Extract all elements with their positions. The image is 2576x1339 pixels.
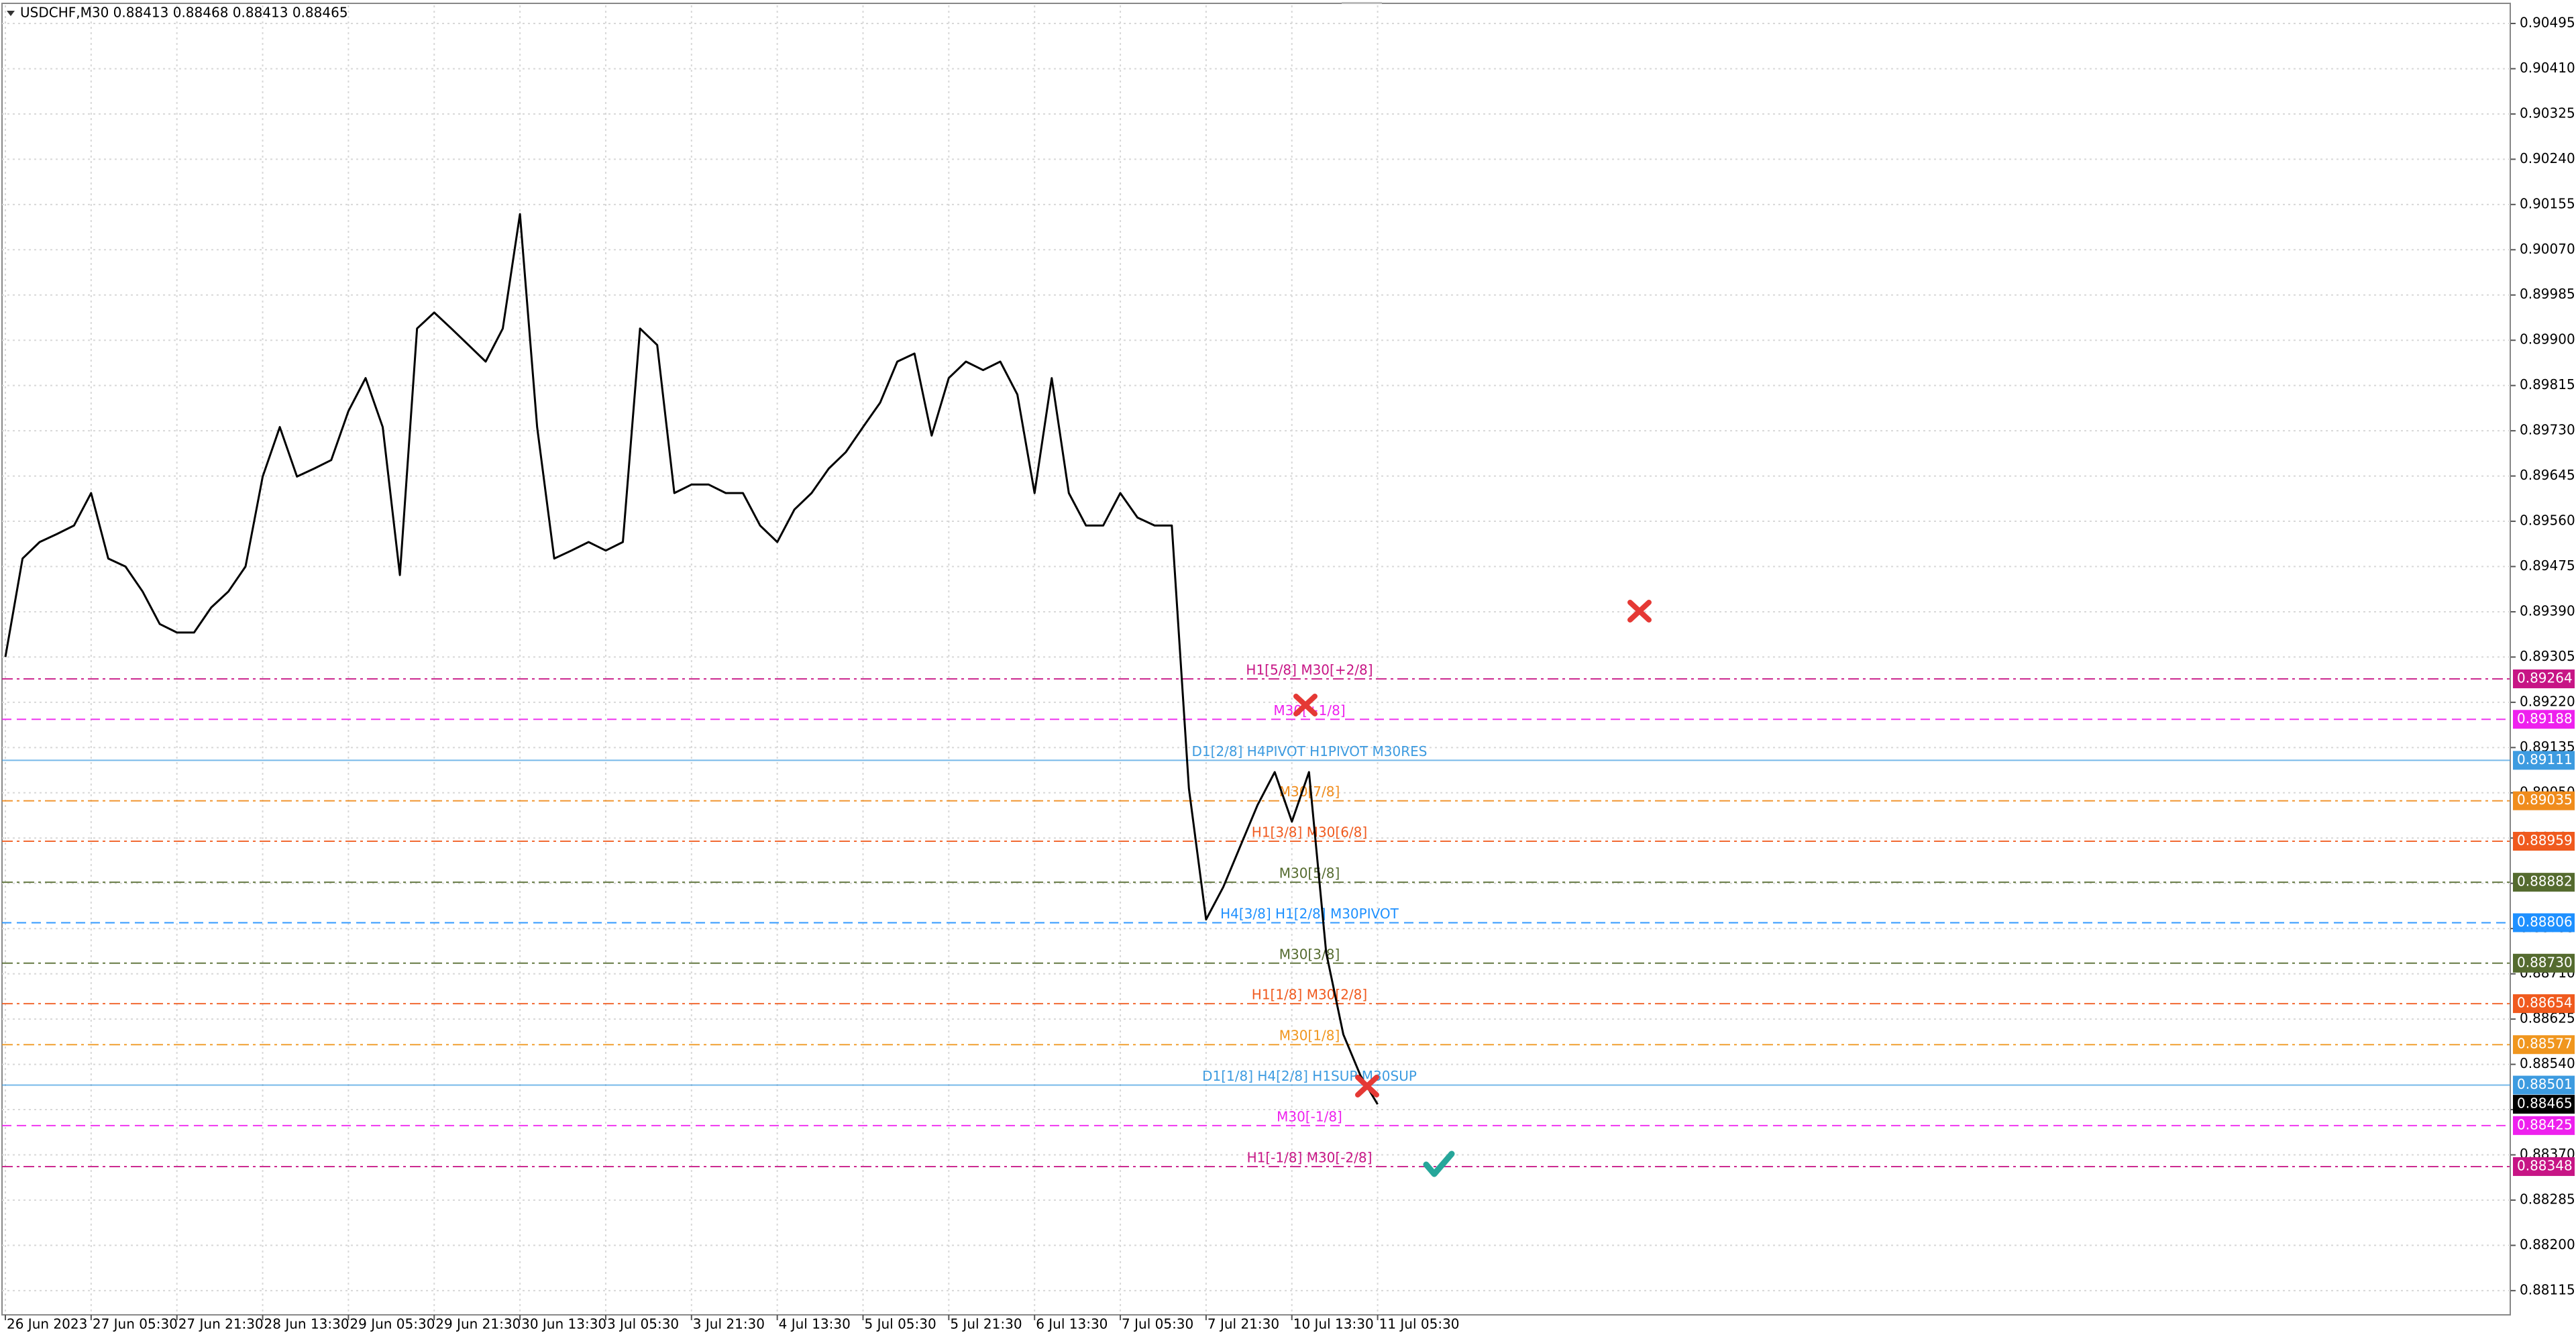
price-line bbox=[4, 213, 1379, 1105]
level-tag-label: 0.88959 bbox=[2517, 833, 2573, 849]
x-tick-label: 4 Jul 13:30 bbox=[779, 1316, 851, 1332]
level-tag-label: 0.88348 bbox=[2517, 1157, 2573, 1173]
y-tick-label: 0.88200 bbox=[2520, 1236, 2575, 1252]
level-label: M30[1/8] bbox=[1279, 1028, 1340, 1044]
level-tag bbox=[2513, 994, 2575, 1014]
level-tag-label: 0.89188 bbox=[2517, 710, 2573, 727]
y-tick-label: 0.89985 bbox=[2520, 286, 2575, 302]
sell-marker bbox=[1293, 600, 1652, 1097]
x-tick-label: 3 Jul 05:30 bbox=[607, 1316, 679, 1332]
x-tick-label: 30 Jun 13:30 bbox=[521, 1316, 606, 1332]
level-label: M30[-1/8] bbox=[1277, 1108, 1342, 1124]
x-tick-label: 29 Jun 21:30 bbox=[435, 1316, 521, 1332]
x-tick-label: 7 Jul 21:30 bbox=[1208, 1316, 1279, 1332]
scroll-marker bbox=[1342, 2, 1382, 4]
y-tick-label: 0.89560 bbox=[2520, 513, 2575, 529]
level-tag-label: 0.88806 bbox=[2517, 914, 2573, 930]
x-tick-label: 3 Jul 21:30 bbox=[693, 1316, 765, 1332]
x-tick-label: 28 Jun 13:30 bbox=[264, 1316, 350, 1332]
y-tick-label: 0.89815 bbox=[2520, 376, 2575, 392]
level-label: H1[-1/8] M30[-2/8] bbox=[1247, 1149, 1373, 1165]
current-price-tag bbox=[2513, 1095, 2575, 1114]
level-tag-label: 0.89111 bbox=[2517, 751, 2573, 767]
level-tag bbox=[2513, 1075, 2575, 1095]
y-tick-label: 0.90155 bbox=[2520, 195, 2575, 211]
y-tick-label: 0.88115 bbox=[2520, 1281, 2575, 1297]
x-tick-label: 10 Jul 13:30 bbox=[1293, 1316, 1374, 1332]
x-tick-label: 7 Jul 05:30 bbox=[1122, 1316, 1193, 1332]
x-tick-label: 11 Jul 05:30 bbox=[1379, 1316, 1460, 1332]
y-tick-label: 0.89475 bbox=[2520, 557, 2575, 574]
level-tag bbox=[2513, 953, 2575, 973]
level-label: H1[3/8] M30[6/8] bbox=[1252, 824, 1367, 841]
cross-icon bbox=[1627, 600, 1652, 623]
level-tag bbox=[2513, 1116, 2575, 1135]
x-tick-label: 26 Jun 2023 bbox=[7, 1316, 87, 1332]
y-tick-label: 0.89730 bbox=[2520, 422, 2575, 438]
level-tag-label: 0.88425 bbox=[2517, 1116, 2573, 1132]
level-label: H4[3/8] H1[2/8] M30PIVOT bbox=[1220, 906, 1399, 922]
level-label: M30[5/8] bbox=[1279, 865, 1340, 881]
level-tag-label: 0.88501 bbox=[2517, 1076, 2573, 1092]
y-tick-label: 0.88540 bbox=[2520, 1055, 2575, 1071]
y-tick-label: 0.88285 bbox=[2520, 1191, 2575, 1207]
price-series bbox=[4, 213, 1379, 1105]
x-tick-label: 5 Jul 05:30 bbox=[865, 1316, 936, 1332]
y-tick-label: 0.89645 bbox=[2520, 467, 2575, 483]
x-tick-label: 27 Jun 05:30 bbox=[93, 1316, 178, 1332]
y-tick-label: 0.90240 bbox=[2520, 150, 2575, 166]
level-label: D1[2/8] H4PIVOT H1PIVOT M30RES bbox=[1192, 743, 1428, 759]
level-tag bbox=[2513, 1035, 2575, 1055]
level-tag-label: 0.89035 bbox=[2517, 792, 2573, 808]
level-tag-label: 0.88654 bbox=[2517, 995, 2573, 1011]
x-tick-label: 29 Jun 05:30 bbox=[350, 1316, 435, 1332]
level-tag bbox=[2513, 832, 2575, 851]
level-tag bbox=[2513, 1157, 2575, 1176]
level-tag bbox=[2513, 710, 2575, 729]
menu-arrow[interactable] bbox=[7, 11, 15, 16]
axes: 0.90495 0.90410 0.90325 0.90240 0.90155 0.900… bbox=[5, 14, 2575, 1332]
level-tag-label: 0.88730 bbox=[2517, 954, 2573, 970]
y-tick-label: 0.90325 bbox=[2520, 105, 2575, 121]
y-tick-label: 0.90070 bbox=[2520, 241, 2575, 257]
levels: H1[5/8] M30[+2/8]M30[+1/8]D1[2/8] H4PIVO… bbox=[2, 661, 2510, 1167]
level-tag bbox=[2513, 873, 2575, 892]
cross-icon bbox=[1355, 1075, 1379, 1097]
check-icon bbox=[1423, 1150, 1455, 1177]
level-label: H1[5/8] M30[+2/8] bbox=[1246, 661, 1373, 678]
chart-title: USDCHF,M30 0.88413 0.88468 0.88413 0.884… bbox=[20, 5, 348, 21]
x-tick-label: 27 Jun 21:30 bbox=[178, 1316, 264, 1332]
y-tick-label: 0.90410 bbox=[2520, 60, 2575, 76]
level-tag bbox=[2513, 791, 2575, 810]
level-tag-label: 0.88577 bbox=[2517, 1036, 2573, 1052]
current-price-tag-label: 0.88465 bbox=[2517, 1095, 2573, 1112]
level-tag bbox=[2513, 669, 2575, 688]
plot-frame bbox=[1, 3, 2511, 1316]
level-tag bbox=[2513, 751, 2575, 770]
level-tag-label: 0.89264 bbox=[2517, 670, 2573, 686]
y-tick-label: 0.89900 bbox=[2520, 331, 2575, 347]
y-tick-label: 0.90495 bbox=[2520, 14, 2575, 30]
cross-icon bbox=[1293, 694, 1318, 716]
level-tag bbox=[2513, 913, 2575, 932]
level-tag-label: 0.88882 bbox=[2517, 873, 2573, 890]
y-tick-label: 0.89390 bbox=[2520, 602, 2575, 619]
level-label: D1[1/8] H4[2/8] H1SUP M30SUP bbox=[1202, 1068, 1417, 1084]
x-tick-label: 5 Jul 21:30 bbox=[950, 1316, 1022, 1332]
level-label: M30[3/8] bbox=[1279, 946, 1340, 962]
y-tick-label: 0.89305 bbox=[2520, 648, 2575, 664]
y-tick-label: 0.89220 bbox=[2520, 693, 2575, 709]
x-tick-label: 6 Jul 13:30 bbox=[1036, 1316, 1108, 1332]
level-label: H1[1/8] M30[2/8] bbox=[1252, 987, 1367, 1003]
